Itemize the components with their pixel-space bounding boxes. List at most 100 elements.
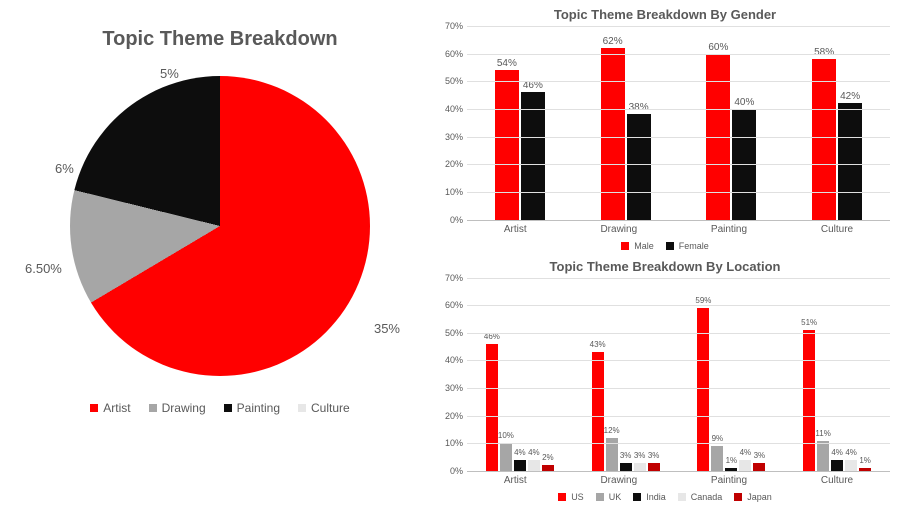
legend-swatch	[633, 493, 641, 501]
bar-value-label: 1%	[859, 456, 871, 465]
pie-legend-item: Painting	[224, 401, 280, 415]
bar: 38%	[627, 114, 651, 219]
pie-label-painting: 6%	[55, 161, 74, 176]
y-tick-label: 30%	[435, 383, 463, 393]
bar-value-label: 4%	[528, 448, 540, 457]
y-tick-label: 10%	[435, 187, 463, 197]
gender-legend: Male Female	[435, 241, 895, 251]
bar: 43%	[592, 352, 604, 471]
bar-value-label: 11%	[815, 429, 830, 438]
y-tick-label: 50%	[435, 76, 463, 86]
bar-legend-item: India	[633, 492, 666, 502]
bar: 3%	[620, 463, 632, 471]
bar: 3%	[634, 463, 646, 471]
legend-swatch	[621, 242, 629, 250]
legend-label: Painting	[237, 401, 280, 415]
x-tick-label: Culture	[821, 475, 853, 486]
legend-swatch	[149, 404, 157, 412]
bar: 10%	[500, 443, 512, 471]
bar-charts-panel: Topic Theme Breakdown By Gender 54%46%62…	[430, 0, 915, 507]
bar-value-label: 3%	[634, 451, 646, 460]
bar-legend-item: US	[558, 492, 584, 502]
legend-swatch	[596, 493, 604, 501]
bar: 3%	[753, 463, 765, 471]
bar: 11%	[817, 441, 829, 471]
bar-legend-item: Female	[666, 241, 709, 251]
pie-chart	[70, 76, 370, 376]
legend-swatch	[734, 493, 742, 501]
gender-chart: Topic Theme Breakdown By Gender 54%46%62…	[435, 5, 895, 251]
pie-label-culture: 5%	[160, 66, 179, 81]
gridline	[467, 54, 890, 55]
bar-value-label: 54%	[497, 58, 517, 69]
y-tick-label: 50%	[435, 328, 463, 338]
legend-swatch	[298, 404, 306, 412]
x-tick-label: Culture	[821, 224, 853, 235]
bar-value-label: 4%	[740, 448, 752, 457]
legend-label: Canada	[691, 492, 723, 502]
legend-swatch	[666, 242, 674, 250]
bar: 1%	[859, 468, 871, 471]
x-tick-label: Painting	[711, 475, 747, 486]
pie-label-artist: 35%	[374, 321, 400, 336]
legend-swatch	[224, 404, 232, 412]
gender-chart-title: Topic Theme Breakdown By Gender	[435, 7, 895, 22]
bar-legend-item: UK	[596, 492, 622, 502]
location-chart: Topic Theme Breakdown By Location 46%10%…	[435, 251, 895, 503]
bar-value-label: 60%	[708, 42, 728, 53]
bar-group: 58%42%	[812, 26, 862, 220]
legend-label: Culture	[311, 401, 350, 415]
gridline	[467, 81, 890, 82]
legend-swatch	[678, 493, 686, 501]
pie-chart-panel: Topic Theme Breakdown 35% 6.50% 6% 5% Ar…	[0, 0, 430, 507]
bar: 2%	[542, 465, 554, 471]
bar-value-label: 4%	[831, 448, 843, 457]
y-tick-label: 40%	[435, 104, 463, 114]
bar-group: 54%46%	[495, 26, 545, 220]
bar: 51%	[803, 330, 815, 471]
gridline	[467, 416, 890, 417]
gridline	[467, 137, 890, 138]
bar: 4%	[739, 460, 751, 471]
bar: 4%	[831, 460, 843, 471]
legend-label: Artist	[103, 401, 130, 415]
bar-value-label: 1%	[726, 456, 738, 465]
y-tick-label: 70%	[435, 21, 463, 31]
gridline	[467, 192, 890, 193]
gridline	[467, 305, 890, 306]
bar-value-label: 59%	[695, 296, 711, 305]
bar: 54%	[495, 70, 519, 219]
y-tick-label: 30%	[435, 132, 463, 142]
bar-legend-item: Male	[621, 241, 654, 251]
bar: 4%	[514, 460, 526, 471]
bar: 1%	[725, 468, 737, 471]
pie-legend: ArtistDrawingPaintingCulture	[20, 401, 420, 415]
y-tick-label: 70%	[435, 273, 463, 283]
bar: 46%	[521, 92, 545, 219]
y-tick-label: 20%	[435, 411, 463, 421]
y-tick-label: 60%	[435, 300, 463, 310]
legend-label: Japan	[747, 492, 772, 502]
location-chart-title: Topic Theme Breakdown By Location	[435, 259, 895, 274]
y-tick-label: 0%	[435, 466, 463, 476]
gender-bar-groups: 54%46%62%38%60%40%58%42%	[467, 26, 890, 220]
y-tick-label: 20%	[435, 159, 463, 169]
gridline	[467, 26, 890, 27]
bar-group: 62% 38%	[601, 26, 651, 220]
legend-swatch	[558, 493, 566, 501]
x-tick-label: Drawing	[600, 224, 637, 235]
pie-label-drawing: 6.50%	[25, 261, 62, 276]
pie-legend-item: Artist	[90, 401, 130, 415]
y-tick-label: 40%	[435, 355, 463, 365]
gridline	[467, 333, 890, 334]
bar-group: 60% 40%	[706, 26, 756, 220]
gridline	[467, 109, 890, 110]
bar: 4%	[845, 460, 857, 471]
bar-value-label: 10%	[498, 431, 514, 440]
location-legend: US UK India Canada Japan	[435, 492, 895, 502]
legend-label: US	[571, 492, 584, 502]
bar-value-label: 62%	[603, 36, 623, 47]
bar-value-label: 43%	[590, 340, 606, 349]
bar-group: 59%9%1%4%3%	[697, 278, 765, 472]
bar-value-label: 40%	[734, 97, 754, 108]
